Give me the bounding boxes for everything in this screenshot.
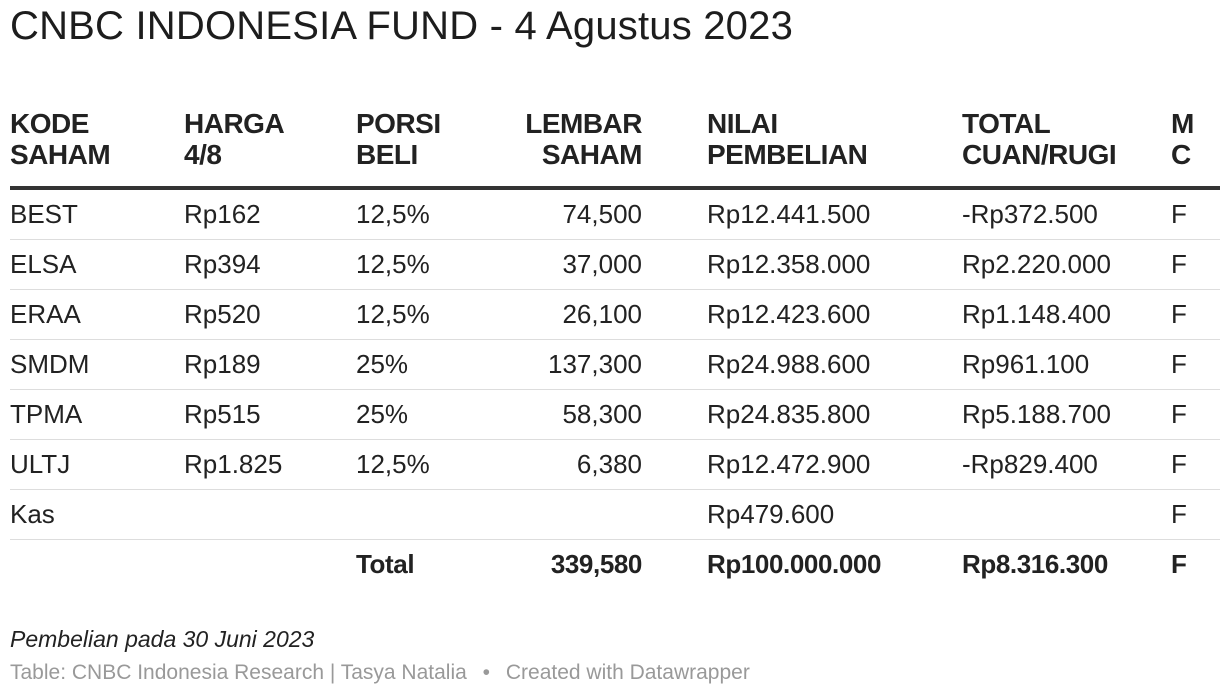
cell-lembar: 339,580 xyxy=(550,549,643,579)
table-header-row: KODE SAHAM HARGA 4/8 PORSI BELI LEMBAR S… xyxy=(10,108,1220,190)
cell-kode: ERAA xyxy=(10,299,81,329)
cell-truncated: F xyxy=(1171,249,1187,279)
table-body: BEST Rp162 12,5% 74,500 Rp12.441.500 -Rp372.5… xyxy=(10,190,1220,590)
table-total-row: Total 339,580 Rp100.000.000 Rp8.316.300 F xyxy=(10,540,1220,590)
cell-harga: Rp520 xyxy=(184,299,261,329)
header-lembar-saham[interactable]: LEMBAR SAHAM xyxy=(525,108,642,170)
cell-harga: Rp394 xyxy=(184,249,261,279)
cell-truncated: F xyxy=(1171,499,1187,529)
cell-nilai: Rp12.358.000 xyxy=(707,249,871,279)
cell-truncated: F xyxy=(1171,299,1187,329)
cell-porsi: 12,5% xyxy=(356,199,430,229)
fund-table: KODE SAHAM HARGA 4/8 PORSI BELI LEMBAR S… xyxy=(10,108,1220,590)
cell-nilai: Rp100.000.000 xyxy=(707,549,882,579)
source-credit: Table: CNBC Indonesia Research | Tasya N… xyxy=(10,661,467,684)
header-kode-saham[interactable]: KODE SAHAM xyxy=(10,108,111,170)
cell-truncated: F xyxy=(1171,399,1187,429)
cell-cuan-rugi: -Rp372.500 xyxy=(962,199,1098,229)
cell-cuan-rugi: Rp961.100 xyxy=(962,349,1090,379)
cell-harga: Rp162 xyxy=(184,199,261,229)
cell-lembar: 137,300 xyxy=(548,349,642,379)
cell-lembar: 6,380 xyxy=(576,449,642,479)
cell-nilai: Rp12.472.900 xyxy=(707,449,871,479)
header-porsi-beli[interactable]: PORSI BELI xyxy=(356,108,441,170)
table-row: BEST Rp162 12,5% 74,500 Rp12.441.500 -Rp372.5… xyxy=(10,190,1220,240)
cell-cuan-rugi: Rp1.148.400 xyxy=(962,299,1111,329)
table-row: TPMA Rp515 25% 58,300 Rp24.835.800 Rp5.188.70… xyxy=(10,390,1220,440)
cell-cuan-rugi: Rp2.220.000 xyxy=(962,249,1111,279)
cell-cuan-rugi: Rp5.188.700 xyxy=(962,399,1111,429)
datawrapper-credit[interactable]: Created with Datawrapper xyxy=(505,661,750,684)
table-row: ERAA Rp520 12,5% 26,100 Rp12.423.600 Rp1.148.… xyxy=(10,290,1220,340)
cell-harga: Rp1.825 xyxy=(184,449,283,479)
table-footer: Table: CNBC Indonesia Research | Tasya N… xyxy=(10,661,750,685)
table-row: ULTJ Rp1.825 12,5% 6,380 Rp12.472.900 -Rp829.… xyxy=(10,440,1220,490)
cell-truncated: F xyxy=(1171,199,1187,229)
cell-cuan-rugi: Rp8.316.300 xyxy=(962,549,1108,579)
cell-cuan-rugi: -Rp829.400 xyxy=(962,449,1098,479)
header-total-cuan-rugi[interactable]: TOTAL CUAN/RUGI xyxy=(962,108,1117,170)
cell-porsi: 25% xyxy=(356,349,409,379)
cell-kode: ULTJ xyxy=(10,449,71,479)
cell-porsi: 12,5% xyxy=(356,249,430,279)
cell-kode: TPMA xyxy=(10,399,83,429)
header-nilai-pembelian[interactable]: NILAI PEMBELIAN xyxy=(707,108,868,170)
cell-truncated: F xyxy=(1171,449,1187,479)
table-row: Kas Rp479.600 F xyxy=(10,490,1220,540)
cell-harga: Rp515 xyxy=(184,399,261,429)
cell-nilai: Rp12.423.600 xyxy=(707,299,871,329)
cell-truncated: F xyxy=(1171,549,1187,579)
cell-kode: SMDM xyxy=(10,349,90,379)
table-row: ELSA Rp394 12,5% 37,000 Rp12.358.000 Rp2.220.… xyxy=(10,240,1220,290)
cell-lembar: 37,000 xyxy=(562,249,642,279)
cell-porsi: 12,5% xyxy=(356,449,430,479)
header-truncated-column[interactable]: M C xyxy=(1171,108,1194,170)
footer-separator: • xyxy=(482,661,491,684)
cell-kode: Kas xyxy=(10,499,55,529)
table-row: SMDM Rp189 25% 137,300 Rp24.988.600 Rp961.100… xyxy=(10,340,1220,390)
cell-kode: BEST xyxy=(10,199,78,229)
cell-nilai: Rp12.441.500 xyxy=(707,199,871,229)
cell-lembar: 74,500 xyxy=(562,199,642,229)
cell-harga: Rp189 xyxy=(184,349,261,379)
cell-porsi: 12,5% xyxy=(356,299,430,329)
cell-lembar: 58,300 xyxy=(562,399,642,429)
purchase-note: Pembelian pada 30 Juni 2023 xyxy=(10,626,315,652)
cell-nilai: Rp479.600 xyxy=(707,499,835,529)
cell-lembar: 26,100 xyxy=(562,299,642,329)
cell-nilai: Rp24.835.800 xyxy=(707,399,871,429)
cell-porsi: 25% xyxy=(356,399,409,429)
cell-porsi: Total xyxy=(356,549,415,579)
header-harga[interactable]: HARGA 4/8 xyxy=(184,108,285,170)
page-title: CNBC INDONESIA FUND - 4 Agustus 2023 xyxy=(10,4,794,48)
cell-kode: ELSA xyxy=(10,249,77,279)
cell-nilai: Rp24.988.600 xyxy=(707,349,871,379)
cell-truncated: F xyxy=(1171,349,1187,379)
